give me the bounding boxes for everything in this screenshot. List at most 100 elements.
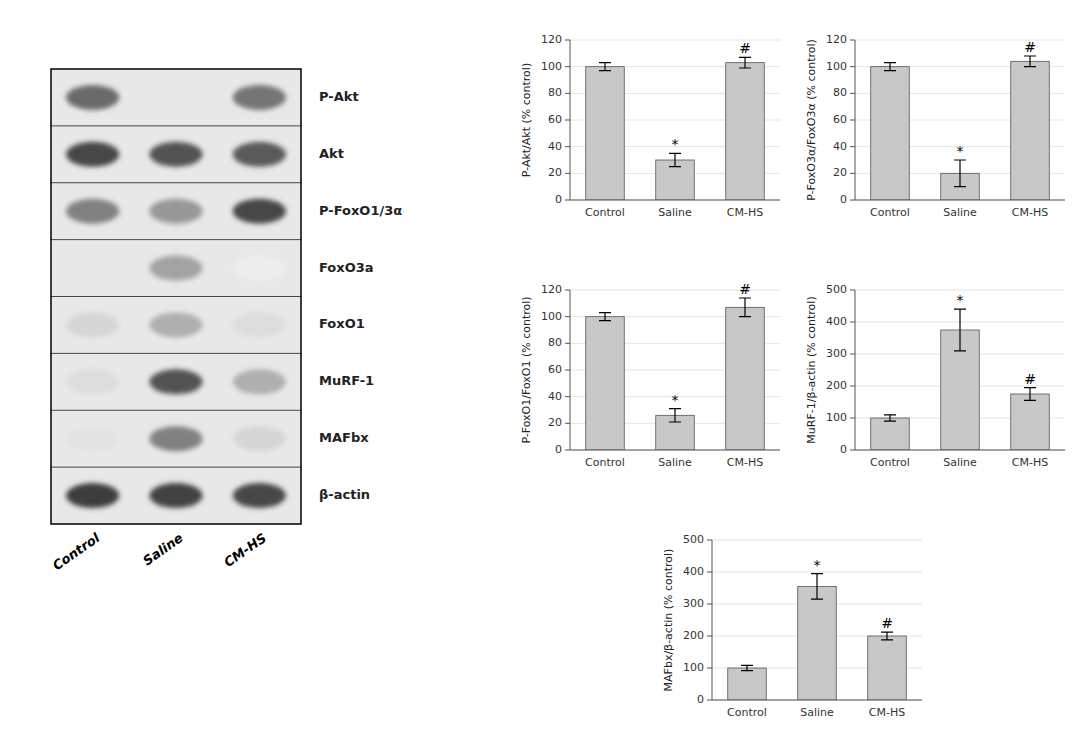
grid-line [855,290,1065,291]
category-label: Control [870,206,910,219]
category-label: CM-HS [1012,456,1048,469]
bars [728,574,907,700]
band [149,199,202,224]
band [66,483,119,508]
bar [586,317,625,450]
tick-label: 400 [826,315,847,328]
grid-line [855,450,1065,451]
row-separator [51,125,301,126]
bar-chart: 0100200300400500ControlSaline*CM-HS#MuRF… [805,283,1065,469]
category-label: Saline [658,206,692,219]
bar-chart: 020406080100120ControlSaline*CM-HS#P-Fox… [805,33,1065,219]
tick-label: 20 [548,166,562,179]
tick-label: 0 [840,193,847,206]
figure: P-AktAktP-FoxO1/3αFoxO3aFoxO1MuRF-1MAFbx… [0,0,1090,745]
tick-mark [565,40,570,41]
tick-label: 20 [833,166,847,179]
tick-label: 100 [541,60,562,73]
bar [871,418,910,450]
tick-mark [565,200,570,201]
bar [726,63,765,200]
y-axis-label: P-FoxO3α/FoxO3α (% control) [805,39,818,201]
category-label: Control [585,206,625,219]
y-axis-label: MAFbx/β-actin (% control) [662,549,675,692]
row-label: P-Akt [319,89,359,104]
error-bar [884,63,896,71]
significance: # [739,40,751,56]
lane-label: CM-HS [221,530,269,570]
significance: * [957,292,964,308]
y-axis [712,540,713,700]
y-axis [855,40,856,200]
blot-panel: P-AktAktP-FoxO1/3αFoxO3aFoxO1MuRF-1MAFbx… [50,69,403,573]
band [149,483,202,508]
band [233,483,286,508]
x-axis [855,450,1065,451]
bar [1011,61,1050,200]
band [233,142,286,167]
category-label: CM-HS [1012,206,1048,219]
tick-mark [565,316,570,317]
tick-mark [850,93,855,94]
error-bar [669,409,681,422]
band [66,312,119,337]
tick-mark [565,370,570,371]
y-axis [570,290,571,450]
band [149,312,202,337]
category-label: Saline [800,706,834,719]
band [149,426,202,451]
row-separator [51,296,301,297]
error-bar [811,574,823,600]
tick-label: 300 [683,597,704,610]
row-label: P-FoxO1/3α [319,203,402,218]
row-label: FoxO3a [319,260,374,275]
tick-mark [565,343,570,344]
tick-label: 500 [683,533,704,546]
band [66,369,119,394]
tick-label: 0 [555,193,562,206]
category-label: Control [727,706,767,719]
bars [586,57,765,200]
bar [586,67,625,200]
row-label: FoxO1 [319,316,365,331]
category-label: Saline [943,456,977,469]
row-label: β-actin [319,487,370,502]
tick-label: 60 [548,113,562,126]
tick-label: 0 [555,443,562,456]
tick-mark [565,290,570,291]
bar [726,307,765,450]
row-separator [51,410,301,411]
tick-mark [707,636,712,637]
tick-label: 40 [548,390,562,403]
band [233,199,286,224]
tick-mark [565,423,570,424]
significance: * [957,143,964,159]
bars [871,56,1050,200]
significance: * [672,392,679,408]
row-separator [51,467,301,468]
tick-label: 0 [697,693,704,706]
bar [728,668,767,700]
grid-line [855,200,1065,201]
error-bar [954,160,966,187]
tick-label: 100 [683,661,704,674]
grid-line [712,700,922,701]
band [233,369,286,394]
band [233,312,286,337]
tick-label: 60 [548,363,562,376]
category-label: CM-HS [869,706,905,719]
band [66,426,119,451]
band [149,85,202,110]
error-bar [1024,388,1036,401]
row-label: MuRF-1 [319,373,374,388]
tick-mark [850,66,855,67]
tick-mark [565,396,570,397]
tick-label: 400 [683,565,704,578]
y-axis-label: MuRF-1/β-actin (% control) [805,296,818,443]
band [66,199,119,224]
tick-label: 120 [826,33,847,46]
tick-mark [565,120,570,121]
error-bar [599,313,611,321]
tick-label: 120 [541,283,562,296]
tick-mark [850,354,855,355]
